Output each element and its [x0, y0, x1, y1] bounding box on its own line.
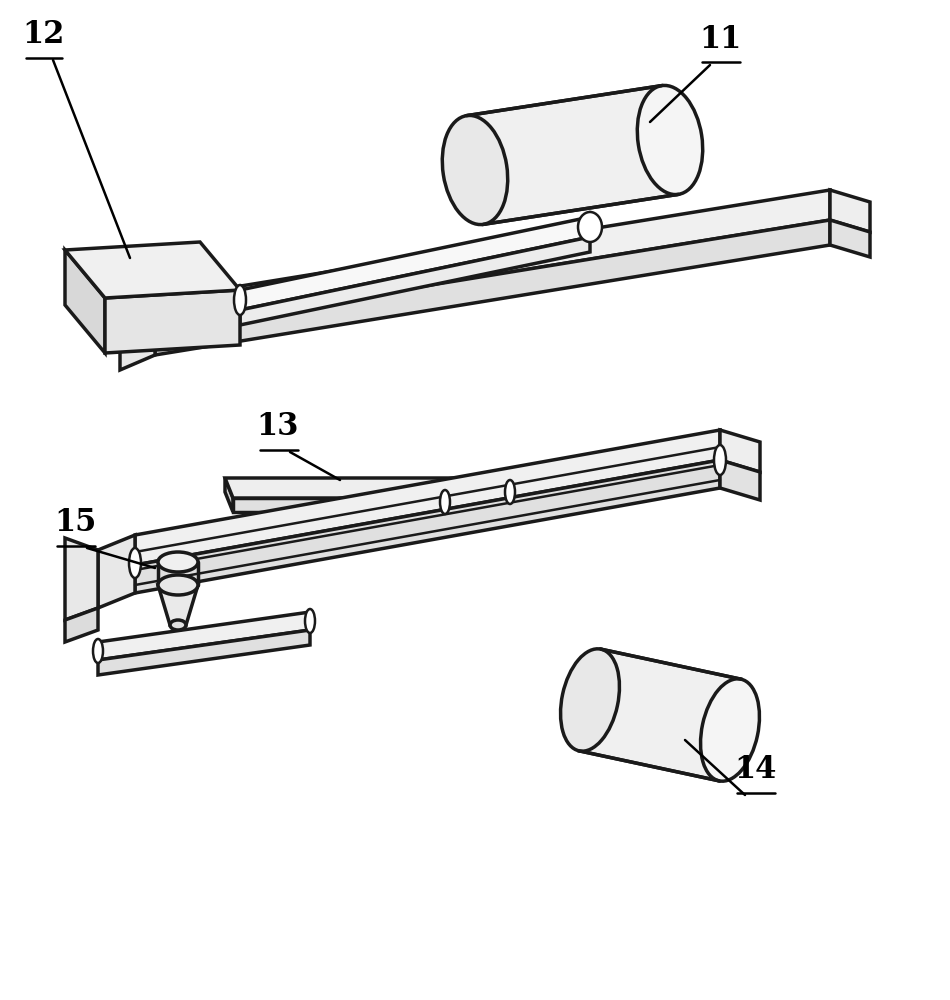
Polygon shape [466, 86, 678, 224]
Text: 12: 12 [22, 19, 65, 50]
Polygon shape [830, 190, 870, 232]
Polygon shape [158, 585, 198, 625]
Polygon shape [155, 220, 830, 355]
Polygon shape [233, 498, 528, 512]
Polygon shape [65, 608, 98, 642]
Ellipse shape [700, 679, 759, 781]
Polygon shape [720, 430, 760, 472]
Polygon shape [65, 242, 240, 298]
Ellipse shape [578, 212, 602, 242]
Polygon shape [98, 612, 310, 660]
Polygon shape [135, 460, 720, 593]
Text: 13: 13 [256, 411, 299, 442]
Polygon shape [580, 649, 741, 781]
Ellipse shape [93, 639, 103, 663]
Polygon shape [120, 300, 155, 370]
Ellipse shape [714, 445, 726, 475]
Polygon shape [98, 630, 310, 675]
Text: 14: 14 [733, 754, 776, 785]
Ellipse shape [505, 480, 515, 504]
Polygon shape [830, 220, 870, 257]
Ellipse shape [170, 620, 186, 630]
Polygon shape [98, 535, 135, 608]
Polygon shape [65, 250, 105, 353]
Ellipse shape [560, 649, 619, 751]
Ellipse shape [440, 490, 450, 514]
Ellipse shape [305, 609, 315, 633]
Ellipse shape [234, 285, 246, 315]
Polygon shape [240, 237, 590, 325]
Polygon shape [720, 460, 760, 500]
Polygon shape [155, 190, 830, 330]
Polygon shape [135, 430, 720, 565]
Ellipse shape [129, 548, 141, 578]
Ellipse shape [158, 552, 198, 572]
Text: 15: 15 [54, 507, 96, 538]
Polygon shape [225, 478, 233, 512]
Polygon shape [225, 478, 528, 498]
Ellipse shape [443, 115, 507, 225]
Polygon shape [65, 538, 98, 620]
Ellipse shape [584, 212, 596, 242]
Polygon shape [240, 217, 590, 310]
Ellipse shape [637, 85, 703, 195]
Ellipse shape [158, 575, 198, 595]
Polygon shape [105, 290, 240, 353]
Polygon shape [445, 482, 510, 512]
Text: 11: 11 [699, 24, 741, 55]
